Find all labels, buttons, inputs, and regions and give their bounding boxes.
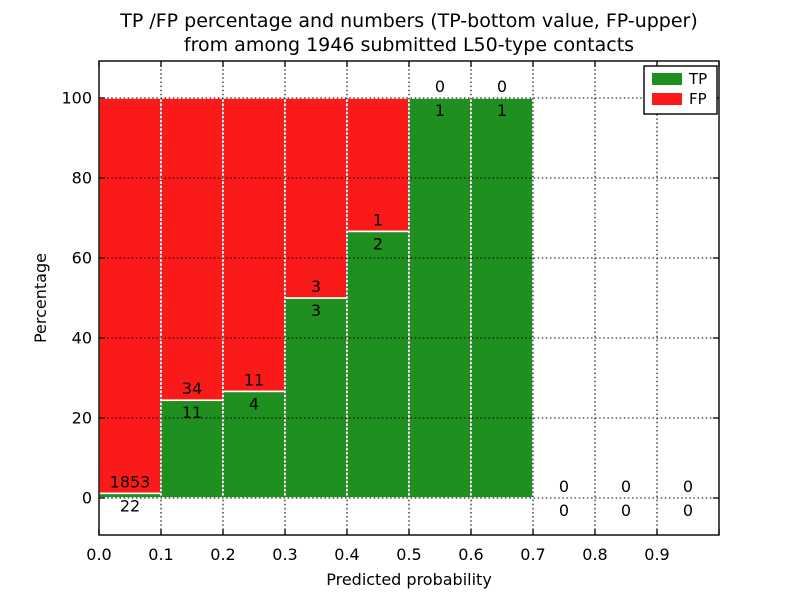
tp-count-label-bin-3: 3 [311, 301, 321, 320]
legend-swatch-tp [652, 73, 682, 85]
bar-tp-bin-4 [346, 230, 410, 499]
legend: TP FP [643, 65, 718, 115]
fp-count-label-bin-4: 1 [373, 210, 383, 229]
fp-count-label-bin-1: 34 [182, 379, 202, 398]
fp-count-label-bin-2: 11 [244, 370, 264, 389]
fp-count-label-bin-3: 3 [311, 277, 321, 296]
y-axis-label: Percentage [31, 253, 50, 343]
bar-tp-bin-3 [284, 297, 348, 499]
tp-count-label-bin-7: 0 [559, 501, 569, 520]
bar-tp-bin-5 [408, 97, 472, 499]
tp-count-label-bin-9: 0 [683, 501, 693, 520]
tp-count-label-bin-5: 1 [435, 101, 445, 120]
tp-count-label-bin-4: 2 [373, 234, 383, 253]
y-axis-tick-label-0: 0 [82, 489, 92, 508]
tick-labels-group: 0.0 0.1 0.2 0.3 0.4 0.5 0.6 0.7 0.8 0.90204060801… [61, 89, 669, 565]
fp-count-label-bin-7: 0 [559, 477, 569, 496]
y-axis-tick-label-60: 60 [72, 249, 92, 268]
gridlines-group [99, 61, 719, 535]
bar-fp-bin-3 [284, 97, 348, 299]
x-axis-tick-label-0.0: 0.0 [86, 545, 111, 564]
count-annotations-group: 1853 22 34 11 11 4 3 3 1 2 0 1 0 1 0 0 0 0 0 0 [110, 77, 693, 520]
x-axis-tick-label-0.4: 0.4 [334, 545, 359, 564]
chart-title-line-2: from among 1946 submitted L50-type conta… [184, 34, 634, 56]
tp-count-label-bin-0: 22 [120, 496, 140, 515]
x-axis-tick-label-0.3: 0.3 [272, 545, 297, 564]
x-axis-tick-label-0.7: 0.7 [520, 545, 545, 564]
tp-count-label-bin-6: 1 [497, 101, 507, 120]
fp-count-label-bin-9: 0 [683, 477, 693, 496]
fp-count-label-bin-8: 0 [621, 477, 631, 496]
x-axis-tick-label-0.6: 0.6 [458, 545, 483, 564]
y-axis-tick-label-40: 40 [72, 329, 92, 348]
chart-title-line-1: TP /FP percentage and numbers (TP-bottom… [119, 10, 698, 32]
y-axis-tick-label-80: 80 [72, 169, 92, 188]
x-axis-label: Predicted probability [326, 570, 492, 589]
tp-count-label-bin-8: 0 [621, 501, 631, 520]
y-axis-tick-label-20: 20 [72, 409, 92, 428]
legend-label-tp: TP [688, 70, 707, 88]
bar-fp-bin-2 [222, 97, 286, 393]
bar-fp-bin-0 [98, 97, 162, 495]
x-axis-tick-label-0.8: 0.8 [582, 545, 607, 564]
fp-count-label-bin-5: 0 [435, 77, 445, 96]
bar-fp-bin-1 [160, 97, 224, 402]
x-axis-tick-label-0.2: 0.2 [210, 545, 235, 564]
bar-tp-bin-6 [470, 97, 534, 499]
fp-count-label-bin-6: 0 [497, 77, 507, 96]
x-axis-tick-label-0.5: 0.5 [396, 545, 421, 564]
tp-count-label-bin-1: 11 [182, 403, 202, 422]
tp-count-label-bin-2: 4 [249, 394, 259, 413]
y-axis-tick-label-100: 100 [61, 89, 92, 108]
fp-count-label-bin-0: 1853 [110, 472, 151, 491]
tick-marks-group [98, 61, 720, 535]
bars-group [98, 97, 534, 499]
legend-label-fp: FP [689, 90, 707, 108]
x-axis-tick-label-0.9: 0.9 [644, 545, 669, 564]
x-axis-tick-label-0.1: 0.1 [148, 545, 173, 564]
bar-tp-bin-1 [160, 399, 224, 499]
legend-swatch-fp [652, 93, 682, 105]
